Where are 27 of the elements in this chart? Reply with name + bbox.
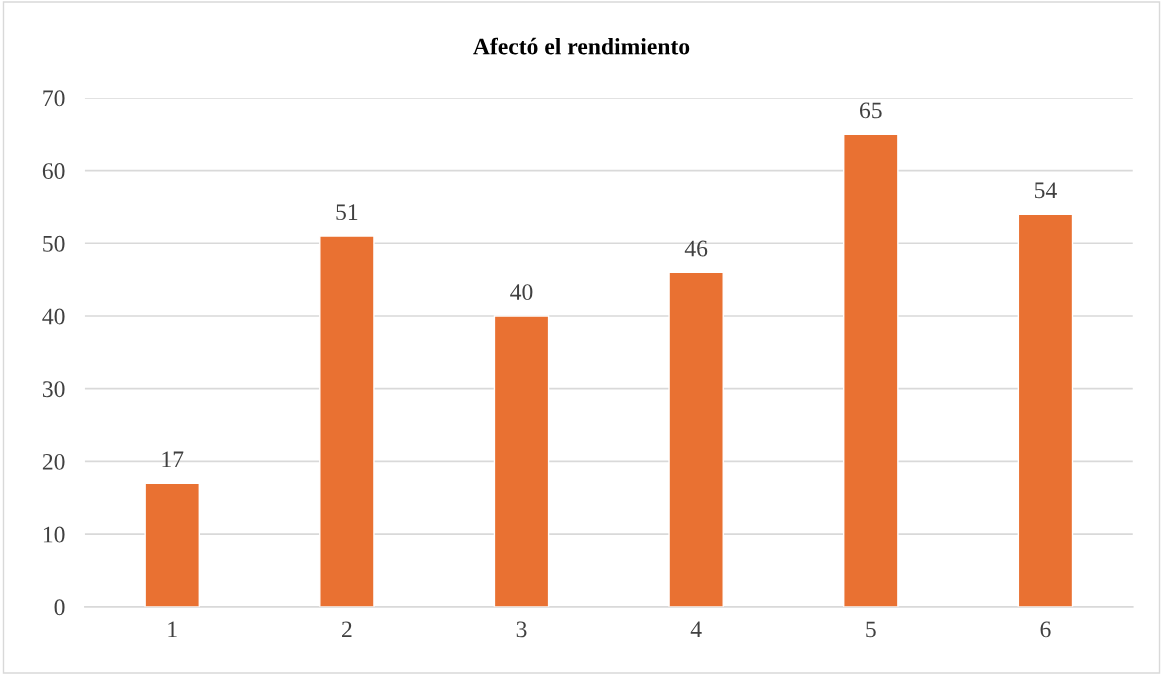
data-label: 40: [510, 284, 533, 301]
x-tick-label: 3: [516, 621, 527, 638]
bar: [319, 235, 375, 607]
bar: [144, 482, 200, 607]
y-tick-label: 0: [54, 599, 65, 616]
y-tick-label: 70: [43, 90, 65, 107]
x-tick-label: 6: [1040, 621, 1051, 638]
x-tick-label: 1: [168, 621, 177, 638]
x-tick-label: 4: [690, 621, 702, 638]
data-label: 46: [684, 240, 708, 257]
y-tick-label: 10: [43, 526, 65, 543]
x-tick-label: 2: [342, 621, 352, 638]
data-label: 17: [162, 451, 184, 468]
y-tick-label: 40: [42, 308, 65, 325]
bar: [668, 271, 724, 607]
y-tick-label: 30: [42, 381, 65, 398]
y-tick-label: 60: [42, 163, 65, 180]
bar: [843, 133, 899, 607]
y-tick-label: 20: [42, 453, 65, 470]
chart-title: Afectó el rendimiento: [473, 37, 690, 55]
data-label: 65: [860, 102, 882, 119]
bar: [1017, 213, 1074, 607]
data-label: 54: [1035, 182, 1057, 199]
x-tick-label: 5: [866, 621, 876, 638]
y-tick-label: 50: [43, 235, 65, 252]
bar: [493, 315, 550, 607]
data-label: 51: [336, 204, 358, 221]
